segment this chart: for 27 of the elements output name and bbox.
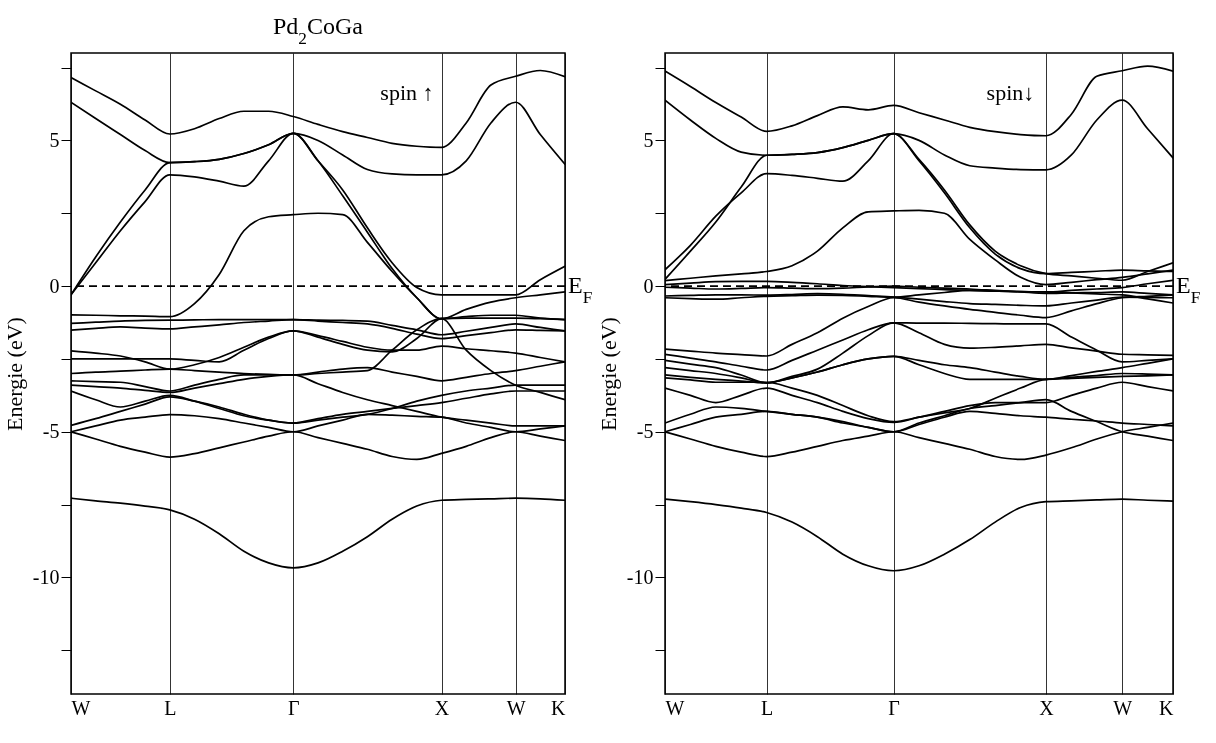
annotation: spin ↑ [380, 80, 434, 105]
x-tick-label: L [760, 696, 774, 719]
y-tick-label: 0 [643, 274, 654, 297]
x-tick-label: X [434, 696, 450, 719]
y-tick-label: -5 [42, 420, 60, 443]
y-tick-label: 0 [49, 274, 60, 297]
y-tick-label: -10 [626, 565, 654, 588]
x-tick-label: K [1159, 696, 1175, 719]
x-tick-label: L [164, 696, 177, 719]
annotation: spin↓ [986, 80, 1035, 105]
x-tick-label: W [665, 696, 685, 719]
x-tick-label: W [1113, 696, 1133, 719]
y-tick-label: 5 [49, 128, 60, 151]
x-tick-label: K [551, 696, 567, 719]
x-tick-label: Γ [288, 696, 300, 719]
y-axis-title: Energie (eV) [1, 317, 27, 431]
x-tick-label: Γ [888, 696, 900, 719]
y-tick-label: 5 [643, 128, 654, 151]
x-tick-label: W [71, 696, 91, 719]
y-tick-label: -10 [32, 565, 60, 588]
ref-line-label: E$_{F}$ [1176, 272, 1201, 307]
ref-line-label: E$_{F}$ [568, 272, 593, 307]
x-tick-label: X [1039, 696, 1055, 719]
y-axis-title: Energie (eV) [595, 317, 621, 431]
chart-title: Pd$_{2}$CoGa [273, 13, 364, 48]
y-tick-label: -5 [636, 420, 654, 443]
x-tick-label: W [506, 696, 526, 719]
